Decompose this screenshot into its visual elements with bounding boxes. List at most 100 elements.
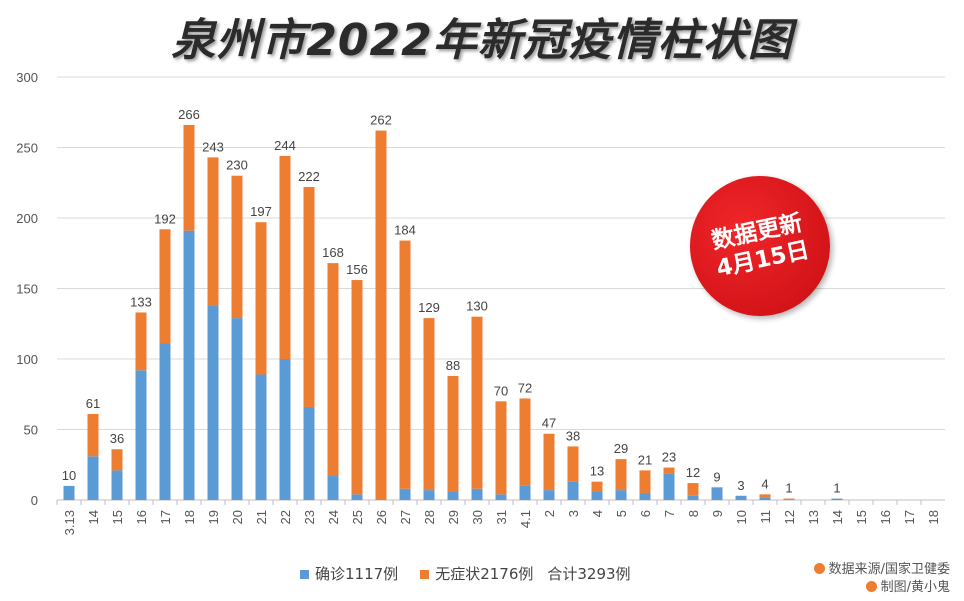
bar-confirmed xyxy=(351,494,363,500)
x-tick-label: 31 xyxy=(494,510,509,524)
bar-asymptomatic xyxy=(519,398,531,486)
x-tick-label: 7 xyxy=(662,510,677,517)
x-tick-label: 21 xyxy=(254,510,269,524)
bar-confirmed xyxy=(687,495,699,500)
data-label: 72 xyxy=(518,380,532,395)
legend-confirmed: 确诊1117例 xyxy=(300,563,398,584)
bar-confirmed xyxy=(63,485,75,500)
x-tick-label: 20 xyxy=(230,510,245,524)
x-tick-label: 19 xyxy=(206,510,221,524)
chart-title: 泉州市2022年新冠疫情柱状图 xyxy=(171,15,793,66)
data-label: 192 xyxy=(154,211,176,226)
data-label: 1 xyxy=(833,481,840,496)
x-tick-label: 14 xyxy=(86,510,101,524)
data-label: 133 xyxy=(130,294,152,309)
x-tick-label: 15 xyxy=(110,510,125,524)
x-tick-label: 16 xyxy=(134,510,149,524)
x-tick-label: 16 xyxy=(878,510,893,524)
bar-confirmed xyxy=(207,305,219,500)
credit-author-text: 制图/黄小鬼 xyxy=(880,580,950,595)
data-label: 29 xyxy=(614,441,628,456)
bar-asymptomatic xyxy=(471,316,483,489)
x-tick-label: 22 xyxy=(278,510,293,524)
credit-source: 数据来源/国家卫健委 xyxy=(813,558,950,577)
legend: 确诊1117例 无症状2176例 合计3293例 xyxy=(300,563,631,584)
x-tick-label: 30 xyxy=(470,510,485,524)
bar-asymptomatic xyxy=(327,263,339,477)
bar-asymptomatic xyxy=(423,318,435,491)
data-label: 36 xyxy=(110,431,124,446)
bar-asymptomatic xyxy=(279,155,291,359)
y-tick-label: 150 xyxy=(16,282,38,297)
data-label: 4 xyxy=(761,476,768,491)
x-tick-label: 14 xyxy=(830,510,845,524)
bar-confirmed xyxy=(327,476,339,500)
bar-asymptomatic xyxy=(111,449,123,471)
bar-confirmed xyxy=(831,498,843,500)
bar-asymptomatic xyxy=(303,186,315,407)
x-tick-label: 2 xyxy=(542,510,557,517)
credit-source-text: 数据来源/国家卫健委 xyxy=(828,562,950,577)
bar-asymptomatic xyxy=(783,498,795,500)
x-tick-label: 29 xyxy=(446,510,461,524)
data-label: 168 xyxy=(322,245,344,260)
bar-confirmed xyxy=(279,359,291,500)
bar-confirmed xyxy=(759,497,771,500)
bar-confirmed xyxy=(735,495,747,500)
bar-asymptomatic xyxy=(663,467,675,474)
x-tick-label: 5 xyxy=(614,510,629,517)
bar-confirmed xyxy=(567,481,579,500)
y-tick-label: 250 xyxy=(16,141,38,156)
data-label: 130 xyxy=(466,299,488,314)
data-label: 197 xyxy=(250,204,272,219)
x-tick-label: 18 xyxy=(182,510,197,524)
bar-confirmed xyxy=(639,492,651,500)
legend-confirmed-label: 确诊1117例 xyxy=(315,565,399,583)
y-tick-label: 300 xyxy=(16,70,38,85)
bar-asymptomatic xyxy=(447,375,459,492)
bar-confirmed xyxy=(663,473,675,500)
x-tick-label: 15 xyxy=(854,510,869,524)
data-label: 129 xyxy=(418,300,440,315)
data-label: 243 xyxy=(202,139,224,154)
bar-asymptomatic xyxy=(87,413,99,457)
data-label: 266 xyxy=(178,107,200,122)
data-label: 10 xyxy=(62,468,76,483)
bar-asymptomatic xyxy=(207,157,219,306)
bar-confirmed xyxy=(255,374,267,500)
data-label: 70 xyxy=(494,383,508,398)
bar-asymptomatic xyxy=(591,481,603,492)
bar-asymptomatic xyxy=(639,470,651,493)
x-tick-label: 27 xyxy=(398,510,413,524)
legend-total: 合计3293例 xyxy=(547,565,631,583)
bar-confirmed xyxy=(471,488,483,500)
data-label: 47 xyxy=(542,416,556,431)
x-tick-label: 12 xyxy=(782,510,797,524)
data-label: 230 xyxy=(226,158,248,173)
bar-confirmed xyxy=(87,456,99,500)
data-label: 9 xyxy=(713,469,720,484)
bar-asymptomatic xyxy=(159,229,171,344)
x-tick-label: 3.13 xyxy=(62,510,77,535)
bar-asymptomatic xyxy=(567,446,579,482)
y-tick-label: 50 xyxy=(24,423,38,438)
bar-confirmed xyxy=(303,406,315,500)
bar-asymptomatic xyxy=(375,130,387,500)
credit-author: 制图/黄小鬼 xyxy=(865,576,950,595)
x-tick-label: 28 xyxy=(422,510,437,524)
bar-asymptomatic xyxy=(183,124,195,231)
bar-asymptomatic xyxy=(135,312,147,371)
data-label: 88 xyxy=(446,358,460,373)
bar-confirmed xyxy=(159,343,171,500)
x-tick-label: 8 xyxy=(686,510,701,517)
bar-asymptomatic xyxy=(543,433,555,491)
x-tick-label: 4.1 xyxy=(518,510,533,528)
legend-asymptomatic-label: 无症状2176例 xyxy=(435,565,534,583)
y-tick-label: 100 xyxy=(16,352,38,367)
x-tick-label: 18 xyxy=(926,510,941,524)
bar-confirmed xyxy=(591,491,603,500)
bar-confirmed xyxy=(711,487,723,500)
x-tick-label: 6 xyxy=(638,510,653,517)
bar-confirmed xyxy=(447,491,459,500)
